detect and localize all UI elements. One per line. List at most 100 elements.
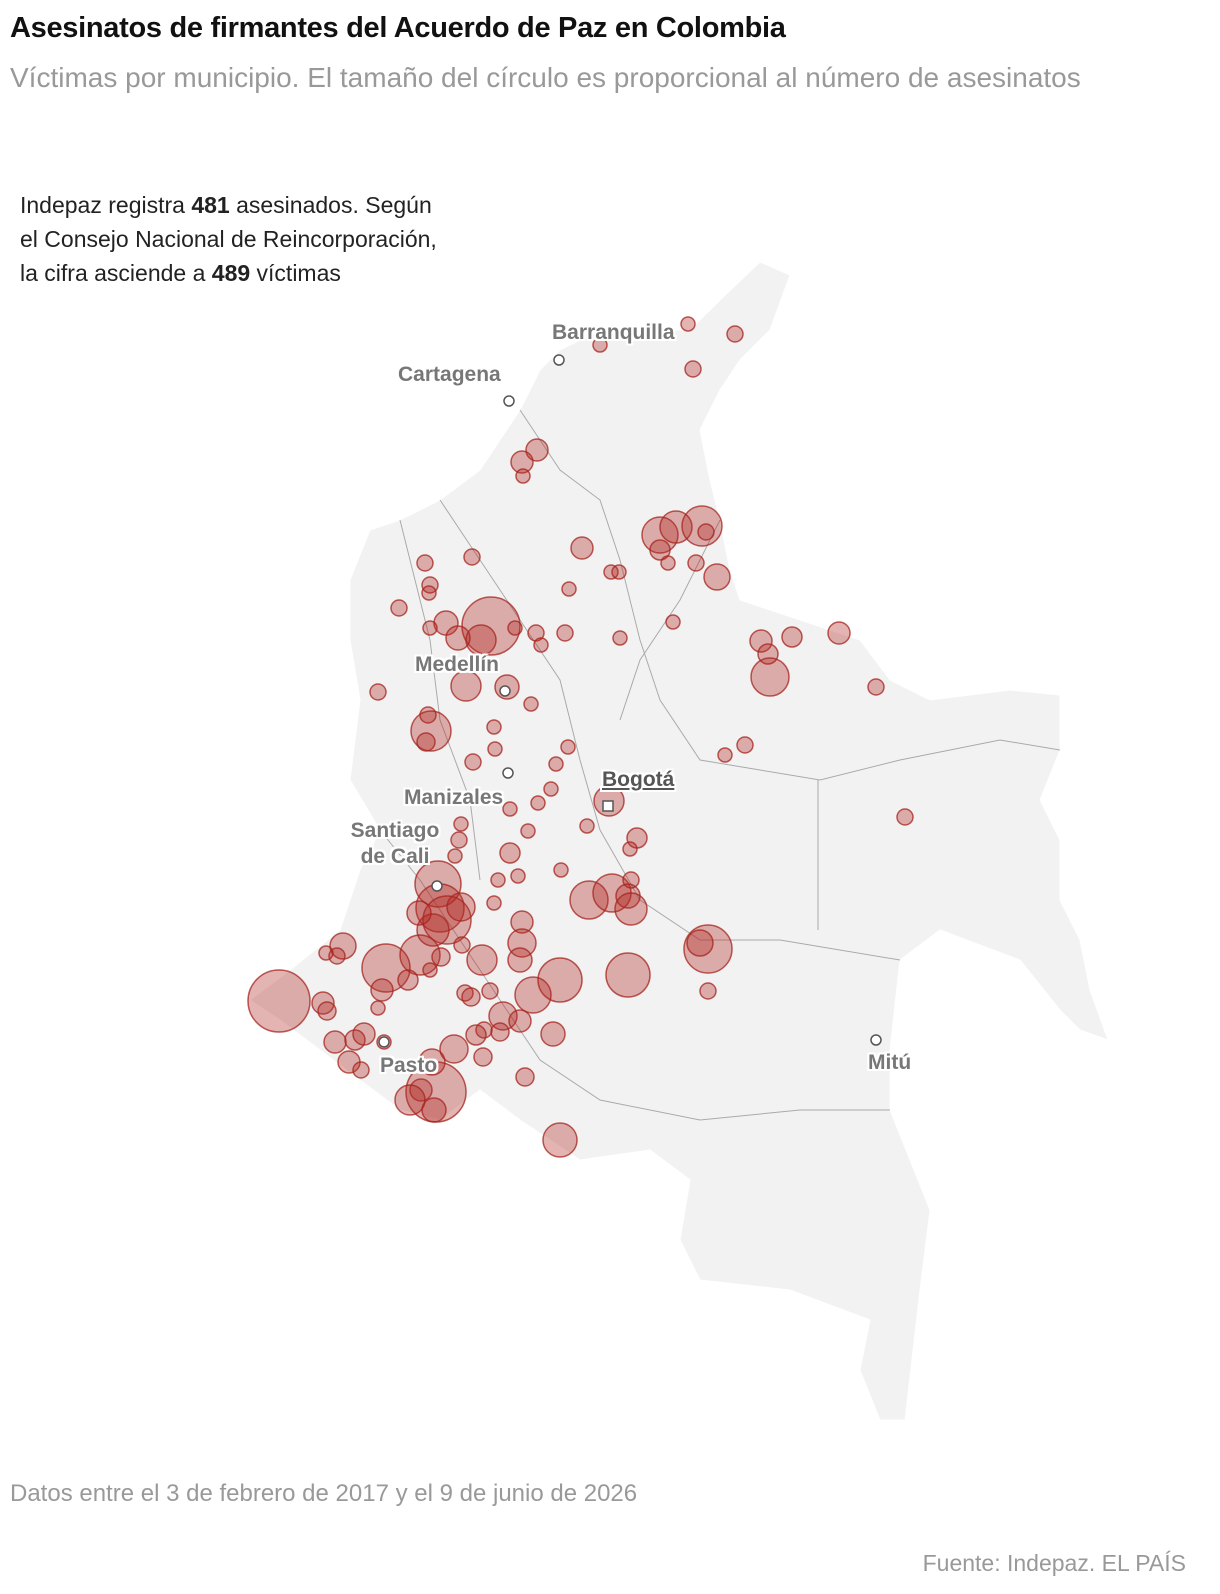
victim-circle xyxy=(614,892,648,926)
annotation-number: 489 xyxy=(211,260,251,286)
city-label: Cartagena xyxy=(398,363,501,386)
victim-circle xyxy=(464,753,482,771)
victim-circle xyxy=(510,868,526,884)
victim-circle xyxy=(548,756,564,772)
victim-circle xyxy=(416,913,450,947)
victim-circle xyxy=(561,581,577,597)
country-shape xyxy=(249,261,1109,1421)
victim-circle xyxy=(611,564,627,580)
city-marker xyxy=(431,880,443,892)
city-label: Pasto xyxy=(380,1054,438,1077)
city-label: Santiago de Cali xyxy=(350,819,440,868)
victim-circle xyxy=(352,1022,376,1046)
victim-circle xyxy=(681,505,723,547)
city-marker xyxy=(503,395,515,407)
victim-circle xyxy=(542,1122,578,1158)
victim-circle xyxy=(488,1001,518,1031)
annotation-text: Indepaz registra xyxy=(20,192,185,218)
victim-circle xyxy=(422,620,438,636)
victim-circle xyxy=(749,629,773,653)
victim-circle xyxy=(317,1001,337,1021)
city-label: Barranquilla xyxy=(552,321,675,344)
city-marker xyxy=(502,767,514,779)
victim-circle xyxy=(530,795,546,811)
victim-circle xyxy=(461,987,481,1007)
victim-circle xyxy=(622,871,640,889)
victim-circle xyxy=(781,626,803,648)
victim-circle xyxy=(453,816,469,832)
city-label: Bogotá xyxy=(602,768,675,791)
victim-circles xyxy=(247,316,914,1158)
victim-circle xyxy=(543,781,559,797)
victim-circle xyxy=(592,337,608,353)
victim-circle xyxy=(394,1084,426,1116)
victim-circle xyxy=(570,536,594,560)
victim-circle xyxy=(419,706,437,724)
city-marker xyxy=(378,1036,390,1048)
victim-circle xyxy=(486,895,502,911)
victim-circle xyxy=(397,969,419,991)
victim-circle xyxy=(867,678,885,696)
victim-circle xyxy=(329,932,357,960)
victim-circle xyxy=(445,625,471,651)
victim-circle xyxy=(369,683,387,701)
victim-circle xyxy=(515,1067,535,1087)
victim-circle xyxy=(726,325,744,343)
victim-circle xyxy=(684,360,702,378)
annotation: Indepaz registra 481 asesinados. Según e… xyxy=(20,188,440,290)
victim-circle xyxy=(622,841,638,857)
victim-circle xyxy=(490,1022,510,1042)
victim-circle xyxy=(439,1034,469,1064)
victim-circle xyxy=(569,880,609,920)
city-label: Manizales xyxy=(404,786,504,809)
victim-circle xyxy=(560,739,576,755)
victim-circle xyxy=(683,924,733,974)
victim-circle xyxy=(487,741,503,757)
victim-circle xyxy=(750,657,790,697)
victim-circle xyxy=(540,1021,566,1047)
city-label: Mitú xyxy=(868,1051,912,1074)
victim-circle xyxy=(421,1097,447,1123)
victim-circle xyxy=(703,563,731,591)
date-note: Datos entre el 3 de febrero de 2017 y el… xyxy=(10,1480,638,1507)
victim-circle xyxy=(421,585,437,601)
victim-circle xyxy=(507,928,537,958)
victim-circle xyxy=(410,710,452,752)
victim-circle xyxy=(422,895,472,945)
victim-circle xyxy=(687,554,705,572)
victim-circle xyxy=(510,450,534,474)
victim-circle xyxy=(406,900,432,926)
victim-circle xyxy=(660,555,676,571)
victim-circle xyxy=(649,539,671,561)
victim-circle xyxy=(556,624,574,642)
victim-circle xyxy=(431,947,451,967)
victim-circle xyxy=(686,929,714,957)
annotation-number: 481 xyxy=(191,192,230,218)
victim-circle xyxy=(533,637,549,653)
victim-circle xyxy=(416,554,434,572)
victim-circle xyxy=(699,982,717,1000)
victim-circle xyxy=(612,630,628,646)
victim-circle xyxy=(502,801,518,817)
victim-circle xyxy=(896,808,914,826)
victim-circle xyxy=(247,969,311,1033)
victim-circle xyxy=(463,548,481,566)
city-markers xyxy=(378,354,882,1048)
victim-circle xyxy=(456,984,474,1002)
city-marker xyxy=(553,354,565,366)
victim-circle xyxy=(416,732,436,752)
title: Asesinatos de firmantes del Acuerdo de P… xyxy=(10,12,786,44)
victim-circle xyxy=(490,872,506,888)
victim-circle xyxy=(507,620,523,636)
city-marker xyxy=(499,685,511,697)
victim-circle xyxy=(827,621,851,645)
victim-circle xyxy=(510,910,534,934)
victim-circle xyxy=(665,614,681,630)
victim-circle xyxy=(473,1047,493,1067)
victim-circle xyxy=(717,747,733,763)
victim-circle xyxy=(507,947,533,973)
victim-circle xyxy=(370,978,394,1002)
victim-circle xyxy=(318,945,334,961)
